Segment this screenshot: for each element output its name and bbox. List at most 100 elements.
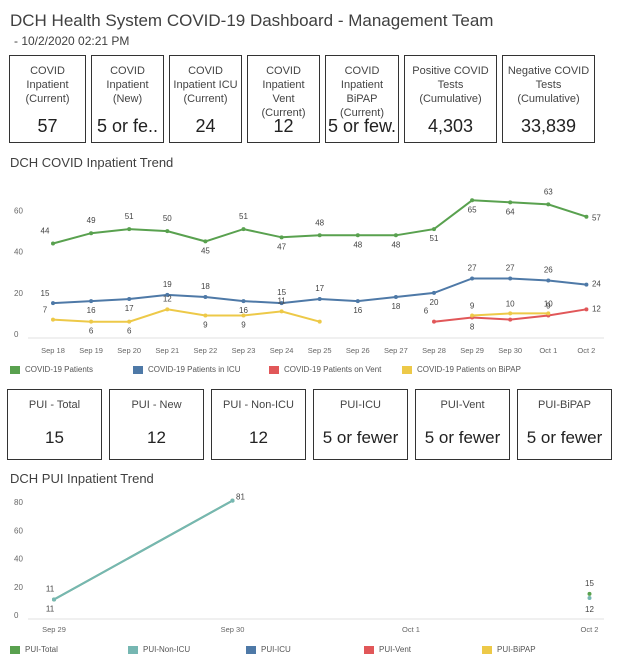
legend-swatch — [128, 645, 138, 654]
covid-kpi-card-4: COVID Inpatient BiPAP (Current) 5 or few.… — [325, 55, 399, 143]
data-point-green — [546, 202, 551, 207]
pui-trend-title: DCH PUI Inpatient Trend — [10, 471, 154, 486]
data-point-blue — [317, 297, 322, 302]
data-label: 27 — [468, 263, 477, 272]
pui-data-point-teal — [587, 596, 592, 601]
legend-item-red: COVID-19 Patients on Vent — [269, 365, 402, 374]
covid-kpi-card-value: 57 — [37, 116, 58, 136]
data-label: 9 — [546, 301, 551, 310]
legend-item-green: COVID-19 Patients — [10, 365, 133, 374]
pui-kpi-card-label: PUI-ICU — [340, 399, 381, 411]
covid-kpi-card-6: Negative COVID Tests (Cumulative) 33,839 — [502, 55, 595, 143]
data-label: 12 — [592, 304, 601, 313]
y-tick-label: 40 — [14, 555, 23, 564]
data-label: 45 — [201, 246, 210, 255]
data-point-blue — [279, 301, 284, 306]
data-point-blue — [165, 292, 170, 297]
pui-data-label: 11 — [46, 584, 55, 593]
data-point-yellow — [317, 319, 322, 324]
x-tick-label: Sep 21 — [155, 346, 179, 355]
pui-trend-legend: PUI-Total PUI-Non-ICU PUI-ICU PUI-Vent PUI-B… — [10, 645, 620, 654]
x-tick-label: Sep 20 — [117, 346, 141, 355]
pui-trend-chart: 0 20 40 60 80 Sep 29 Sep 30 Oct 1 Oct 2 11 81 15 11 1… — [14, 493, 604, 634]
pui-data-label: 11 — [46, 604, 55, 613]
data-label: 51 — [239, 212, 248, 221]
pui-data-point-teal — [52, 597, 56, 602]
data-point-yellow — [127, 319, 132, 324]
y-tick-label: 40 — [14, 248, 23, 257]
data-point-blue — [51, 301, 55, 306]
pui-kpi-card-label: PUI - Non-ICU — [223, 399, 294, 411]
legend-swatch — [402, 365, 412, 374]
series-line-yellow — [52, 308, 320, 323]
data-point-green — [203, 239, 208, 244]
data-point-green — [127, 227, 132, 232]
covid-kpi-card-label: Negative COVID Tests (Cumulative) — [507, 65, 590, 105]
covid-kpi-card-label: Positive COVID Tests (Cumulative) — [412, 65, 489, 105]
data-label: 16 — [239, 306, 248, 315]
legend-label: COVID-19 Patients in ICU — [148, 365, 241, 374]
pui-kpi-card-3: PUI-ICU 5 or fewer — [313, 389, 408, 460]
y-tick-label: 20 — [14, 289, 23, 298]
x-tick-label: Sep 28 — [422, 346, 446, 355]
pui-data-point-teal — [230, 498, 235, 503]
kpi-row-covid: COVID Inpatient (Current) 57 COVID Inpatie… — [9, 55, 595, 143]
pui-kpi-card-label: PUI - New — [131, 399, 182, 411]
covid-kpi-card-label: COVID Inpatient (Current) — [25, 65, 70, 105]
x-tick-label: Sep 23 — [232, 346, 256, 355]
data-label: 48 — [353, 240, 362, 249]
data-label: 7 — [43, 306, 48, 315]
x-tick-label: Sep 30 — [498, 346, 522, 355]
x-tick-label: Sep 24 — [270, 346, 294, 355]
data-label: 26 — [544, 266, 553, 275]
covid-kpi-card-value: 5 or few.. — [328, 116, 396, 136]
legend-label: PUI-Vent — [379, 645, 412, 654]
pui-series-line-teal — [53, 499, 233, 601]
x-tick-label: Sep 29 — [42, 625, 66, 634]
data-label: 44 — [41, 226, 50, 235]
x-tick-label: Sep 29 — [460, 346, 484, 355]
inpatient-trend-chart: 0 20 40 60 Sep 18 Sep 19 Sep 20 Sep 21 Sep 22 Sep… — [14, 187, 604, 355]
legend-label: COVID-19 Patients — [25, 365, 94, 374]
kpi-row-pui: PUI - Total 15 PUI - New 12 PUI - Non-ICU 12 P… — [7, 389, 612, 460]
dashboard-title: DCH Health System COVID-19 Dashboard - M… — [10, 11, 494, 30]
covid-kpi-card-label: COVID Inpatient (New) — [106, 65, 149, 105]
covid-kpi-card-label: COVID Inpatient BiPAP (Current) — [339, 65, 384, 119]
data-label: 18 — [201, 282, 210, 291]
pui-kpi-card-4: PUI-Vent 5 or fewer — [415, 389, 510, 460]
pui-data-label: 81 — [236, 493, 245, 502]
data-label: 47 — [277, 242, 286, 251]
x-tick-label: Sep 18 — [41, 346, 65, 355]
covid-kpi-card-3: COVID Inpatient Vent (Current) 12 — [247, 55, 320, 143]
x-tick-label: Sep 19 — [79, 346, 103, 355]
legend-swatch — [364, 645, 374, 654]
data-label: 18 — [391, 302, 400, 311]
pui-data-point-green — [587, 591, 592, 596]
data-label: 11 — [277, 296, 286, 305]
dashboard-timestamp: - 10/2/2020 02:21 PM — [14, 34, 130, 48]
inpatient-trend-legend: COVID-19 Patients COVID-19 Patients in IC… — [10, 365, 620, 374]
data-label: 9 — [470, 301, 475, 310]
pui-kpi-card-value: 5 or fewer — [526, 428, 603, 447]
pui-legend-item-green: PUI-Total — [10, 645, 128, 654]
legend-label: COVID-19 Patients on BiPAP — [417, 365, 521, 374]
data-point-blue — [393, 294, 398, 299]
data-point-green — [584, 214, 589, 219]
data-label: 65 — [468, 205, 477, 214]
data-label: 6 — [424, 307, 429, 316]
data-point-blue — [546, 278, 551, 283]
covid-kpi-card-value: 12 — [273, 116, 294, 136]
data-point-green — [393, 233, 398, 238]
pui-legend-item-yellow: PUI-BiPAP — [482, 645, 600, 654]
data-point-yellow — [165, 307, 170, 312]
covid-kpi-card-value: 4,303 — [427, 116, 474, 136]
data-point-red — [432, 319, 436, 324]
x-tick-label: Oct 1 — [539, 346, 557, 355]
legend-item-blue: COVID-19 Patients in ICU — [133, 365, 269, 374]
data-point-green — [355, 233, 360, 238]
pui-kpi-card-value: 5 or fewer — [424, 428, 501, 447]
data-point-green — [89, 231, 94, 236]
legend-label: COVID-19 Patients on Vent — [284, 365, 382, 374]
pui-legend-item-red: PUI-Vent — [364, 645, 482, 654]
data-label: 15 — [41, 289, 50, 298]
